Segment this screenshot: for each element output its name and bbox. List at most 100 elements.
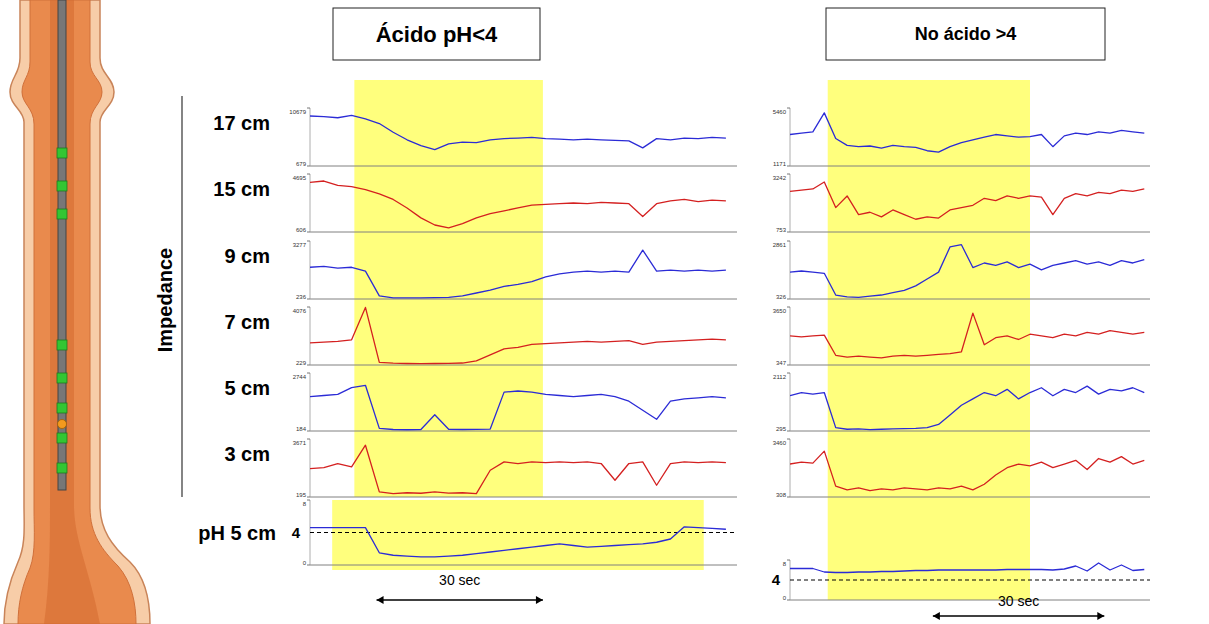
trace-group: [310, 445, 726, 493]
trace-group: [790, 182, 1144, 219]
strip-baseline: [310, 565, 737, 566]
tick: [787, 174, 790, 175]
tick-label: 606: [296, 227, 307, 233]
impedance-channel: 308 3460: [773, 439, 1150, 498]
reflux-highlight: [354, 80, 543, 497]
scale-bar-label: 30 sec: [998, 593, 1039, 609]
tick: [307, 307, 310, 308]
tick: [307, 166, 310, 167]
channel-label: 5 cm: [224, 377, 270, 399]
tick-label: 2112: [773, 374, 787, 380]
tick: [787, 600, 790, 601]
impedance-channel: 23632779 cm: [224, 241, 737, 300]
tick-label: 8: [783, 561, 787, 567]
strip-baseline: [310, 497, 737, 498]
tick-label: 4695: [293, 175, 307, 181]
strip-axis: [310, 108, 311, 166]
arrowhead: [377, 596, 384, 604]
tick: [787, 241, 790, 242]
catheter: [58, 0, 66, 490]
trace-group: [310, 527, 726, 557]
esophagus-shade: [44, 0, 100, 624]
tick: [307, 497, 310, 498]
channel-label: pH 5 cm: [198, 522, 276, 544]
impedance-channel: 3473650: [773, 307, 1150, 366]
tick-label: 236: [296, 294, 307, 300]
strip-baseline: [310, 431, 737, 432]
threshold-label: 4: [292, 524, 301, 541]
trace-group: [310, 181, 726, 228]
scale-bar-label: 30 sec: [439, 572, 480, 588]
trace: [790, 313, 1144, 358]
tick-label: 0: [303, 560, 307, 566]
catheter-illustration: [4, 0, 150, 624]
tick: [787, 560, 790, 561]
strip-baseline: [790, 299, 1150, 300]
impedance-sensor: [57, 209, 67, 219]
strip-baseline: [790, 166, 1150, 167]
trace: [310, 445, 726, 493]
trace: [790, 563, 1144, 573]
tick: [307, 373, 310, 374]
panel-title: No ácido >4: [915, 24, 1017, 44]
impedance-channel: 606469515 cm: [213, 174, 737, 233]
title-box: [333, 8, 540, 60]
panel: Ácido pH<4Impedance6791067917 cm60646951…: [154, 8, 737, 604]
strip-axis: [790, 439, 791, 497]
tick-label: 3671: [293, 440, 307, 446]
tick-label: 229: [296, 360, 307, 366]
impedance-sensor: [57, 463, 67, 473]
axis-title: Impedance: [154, 248, 176, 352]
strip-baseline: [310, 232, 737, 233]
panel: No ácido >411715460753324232628613473650…: [772, 8, 1150, 620]
tick: [307, 108, 310, 109]
esophagus-wall: [4, 0, 150, 624]
channel-bracket: [181, 96, 182, 497]
trace: [790, 386, 1144, 429]
impedance-channel: 6791067917 cm: [213, 108, 737, 167]
tick-label: 3460: [773, 440, 787, 446]
arrowhead: [933, 612, 940, 620]
channel-label: 17 cm: [213, 112, 270, 134]
tick: [307, 565, 310, 566]
tick-label: 10679: [289, 109, 306, 115]
impedance-channel: 7533242: [773, 174, 1150, 233]
tick: [787, 166, 790, 167]
trace: [310, 250, 726, 298]
strip-axis: [790, 174, 791, 232]
trace-group: [790, 563, 1144, 573]
strip-axis: [310, 241, 311, 299]
strip-axis: [790, 373, 791, 431]
tick-label: 308: [776, 492, 787, 498]
tick-label: 2744: [293, 374, 307, 380]
trace-group: [310, 250, 726, 298]
tick: [307, 299, 310, 300]
strip-axis: [310, 307, 311, 365]
tick: [787, 365, 790, 366]
trace: [790, 451, 1144, 491]
tick: [787, 232, 790, 233]
tick-label: 4076: [293, 308, 307, 314]
trace-group: [310, 115, 726, 149]
impedance-channel: 18427445 cm: [224, 373, 737, 432]
tick-label: 3242: [773, 175, 787, 181]
trace-group: [310, 307, 726, 363]
tick-label: 0: [783, 595, 787, 601]
trace: [310, 115, 726, 149]
tick-label: 1171: [773, 161, 787, 167]
reflux-highlight: [828, 80, 1030, 600]
strip-baseline: [790, 431, 1150, 432]
strip-baseline: [790, 365, 1150, 366]
impedance-sensor: [57, 403, 67, 413]
ph-sensor: [58, 420, 67, 429]
tick: [307, 439, 310, 440]
strip-baseline: [790, 600, 1150, 601]
trace-group: [790, 245, 1144, 298]
strip-baseline: [790, 232, 1150, 233]
impedance-channel: 11715460: [773, 108, 1150, 167]
tick-label: 347: [776, 360, 787, 366]
strip-axis: [790, 108, 791, 166]
strip-axis: [790, 241, 791, 299]
title-box: [826, 8, 1105, 60]
tick: [787, 373, 790, 374]
